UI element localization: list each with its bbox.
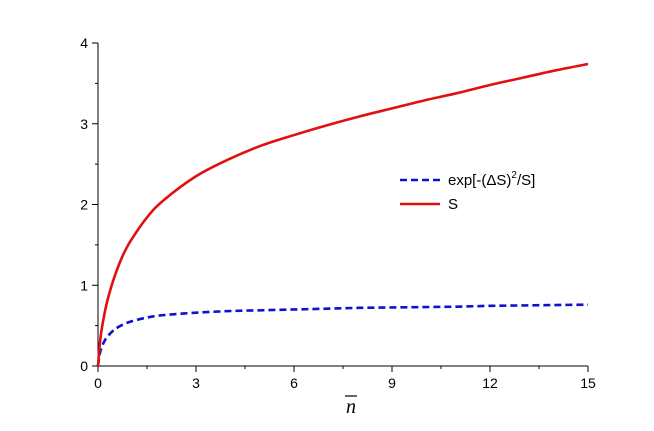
x-tick-label: 15 <box>580 375 596 391</box>
y-tick-label: 3 <box>80 116 88 132</box>
x-tick-label: 12 <box>482 375 498 391</box>
x-axis-label-group: n <box>345 395 357 418</box>
series-line-0 <box>96 303 589 367</box>
x-tick-label: 9 <box>388 375 396 391</box>
axes <box>97 43 588 367</box>
y-tick-label: 4 <box>80 35 88 51</box>
y-tick-label: 0 <box>80 358 88 374</box>
x-axis-label: n <box>346 396 356 418</box>
legend-label-0: exp[-(ΔS)2/S] <box>448 170 535 189</box>
legend-label-part: 2 <box>511 170 517 181</box>
legend-label-part: /S] <box>517 172 535 189</box>
x-tick-label: 0 <box>94 375 102 391</box>
x-tick-label: 3 <box>192 375 200 391</box>
series-layer <box>96 62 589 367</box>
legend-label-1: S <box>448 196 458 213</box>
x-tick-label: 6 <box>290 375 298 391</box>
series-line-1 <box>96 62 589 367</box>
legend-label-part: S) <box>496 172 511 189</box>
legend-label-part: exp[-( <box>448 172 486 189</box>
legend: exp[-(ΔS)2/S] S <box>400 170 535 213</box>
legend-label-part: Δ <box>486 172 496 189</box>
y-tick-label: 2 <box>80 197 88 213</box>
y-tick-label: 1 <box>80 277 88 293</box>
